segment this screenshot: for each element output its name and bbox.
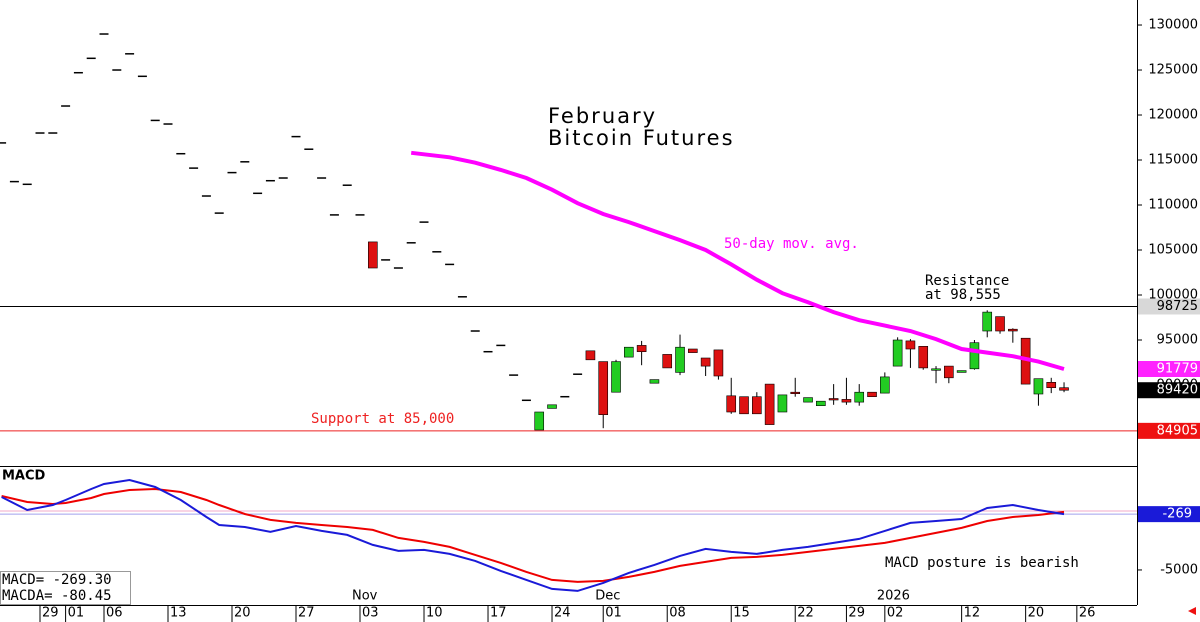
candle-body	[790, 391, 801, 395]
price-box-label: 91779	[1157, 361, 1198, 376]
candle-body	[956, 370, 967, 373]
candle-body	[713, 349, 724, 377]
chart-title: Bitcoin Futures	[548, 126, 735, 150]
x-tick-label: 10	[426, 606, 443, 621]
y-tick-label: 130000	[1148, 18, 1198, 33]
month-label: Nov	[352, 589, 378, 604]
macd-box-label: -269	[1162, 507, 1192, 522]
candle-body	[368, 241, 378, 269]
candle-body	[688, 348, 698, 353]
candle-body	[675, 346, 685, 373]
x-tick-label: 29	[42, 606, 59, 621]
candle-body	[816, 400, 826, 407]
price-box-label: 84905	[1157, 423, 1198, 438]
price-box	[1138, 298, 1200, 315]
x-tick-label: 24	[554, 606, 571, 621]
candle-body	[995, 316, 1005, 332]
y-tick-label: 105000	[1148, 243, 1198, 258]
candle-body	[867, 391, 877, 398]
x-tick-label: 13	[170, 606, 187, 621]
x-tick-label: 26	[1079, 606, 1096, 621]
candle-body	[739, 396, 749, 415]
candle-body	[777, 394, 788, 413]
support-label: Support at 85,000	[311, 411, 454, 427]
candle-body	[841, 399, 852, 403]
candle-body	[726, 395, 737, 413]
candle-body	[1059, 387, 1069, 391]
candle-body	[880, 376, 890, 394]
month-label: 2026	[877, 589, 910, 604]
candle-body	[624, 346, 634, 358]
x-tick-label: 15	[733, 606, 750, 621]
price-box-label: 98725	[1157, 299, 1198, 314]
candle-body	[918, 346, 929, 369]
moving-average	[410, 150, 1065, 371]
macd-line	[1, 478, 1065, 592]
x-tick-label: 08	[669, 606, 686, 621]
y-tick-label: 115000	[1148, 153, 1198, 168]
x-tick-label: 06	[106, 606, 123, 621]
candle-body	[649, 379, 660, 384]
candle-body	[598, 361, 609, 416]
candle-body	[969, 342, 980, 370]
candle-body	[611, 361, 621, 393]
x-tick-label: 22	[797, 606, 814, 621]
y-tick-label: 95000	[1157, 333, 1198, 348]
candle-body	[892, 339, 903, 367]
candle-body	[982, 311, 993, 332]
y-tick-label: 120000	[1148, 108, 1198, 123]
macd-box	[1138, 506, 1200, 523]
x-tick-label: 02	[887, 606, 904, 621]
x-tick-label: 12	[964, 606, 981, 621]
resistance-label: Resistance	[925, 273, 1009, 289]
candle-body	[547, 404, 557, 409]
candle-body	[764, 383, 775, 425]
x-tick-label: 27	[298, 606, 315, 621]
macd-label: MACD	[2, 469, 46, 484]
candle-body	[662, 354, 673, 369]
y-tick-label: 110000	[1148, 198, 1198, 213]
candle-body	[803, 397, 813, 403]
candle-body	[1033, 378, 1044, 395]
macd-readout: MACDA= -80.45	[2, 588, 112, 604]
candle-body	[700, 357, 711, 367]
candle-body	[636, 345, 647, 353]
x-tick-label: 17	[490, 606, 507, 621]
x-tick-label: 01	[68, 606, 85, 621]
resistance-label: at 98,555	[925, 287, 1001, 303]
candle-body	[931, 368, 941, 371]
candle-body	[534, 411, 545, 431]
candle-body	[1008, 328, 1018, 332]
price-box	[1138, 422, 1200, 439]
price-box	[1138, 360, 1200, 377]
x-tick-label: 03	[362, 606, 379, 621]
x-tick-label: 20	[234, 606, 251, 621]
readout-box	[0, 571, 131, 605]
candle-body	[944, 365, 954, 379]
candle-body	[1046, 382, 1057, 389]
x-tick-label: 29	[848, 606, 865, 621]
scroll-arrow[interactable]	[1188, 607, 1196, 615]
candle-body	[585, 350, 596, 361]
x-tick-label: 20	[1028, 606, 1045, 621]
chart-title: February	[548, 104, 657, 128]
candle-body	[905, 340, 916, 350]
y-tick-label: 125000	[1148, 63, 1198, 78]
y-tick-label: -5000	[1160, 562, 1198, 577]
ma-label: 50-day mov. avg.	[724, 236, 859, 252]
x-tick-label: 01	[605, 606, 622, 621]
macd-readout: MACD= -269.30	[2, 572, 112, 588]
candle-body	[854, 391, 865, 403]
candle-body	[828, 398, 839, 401]
macd-note: MACD posture is bearish	[885, 555, 1079, 571]
price-box	[1138, 382, 1200, 399]
month-label: Dec	[595, 589, 620, 604]
candle-body	[752, 396, 762, 415]
price-box-label: 89420	[1157, 383, 1198, 398]
